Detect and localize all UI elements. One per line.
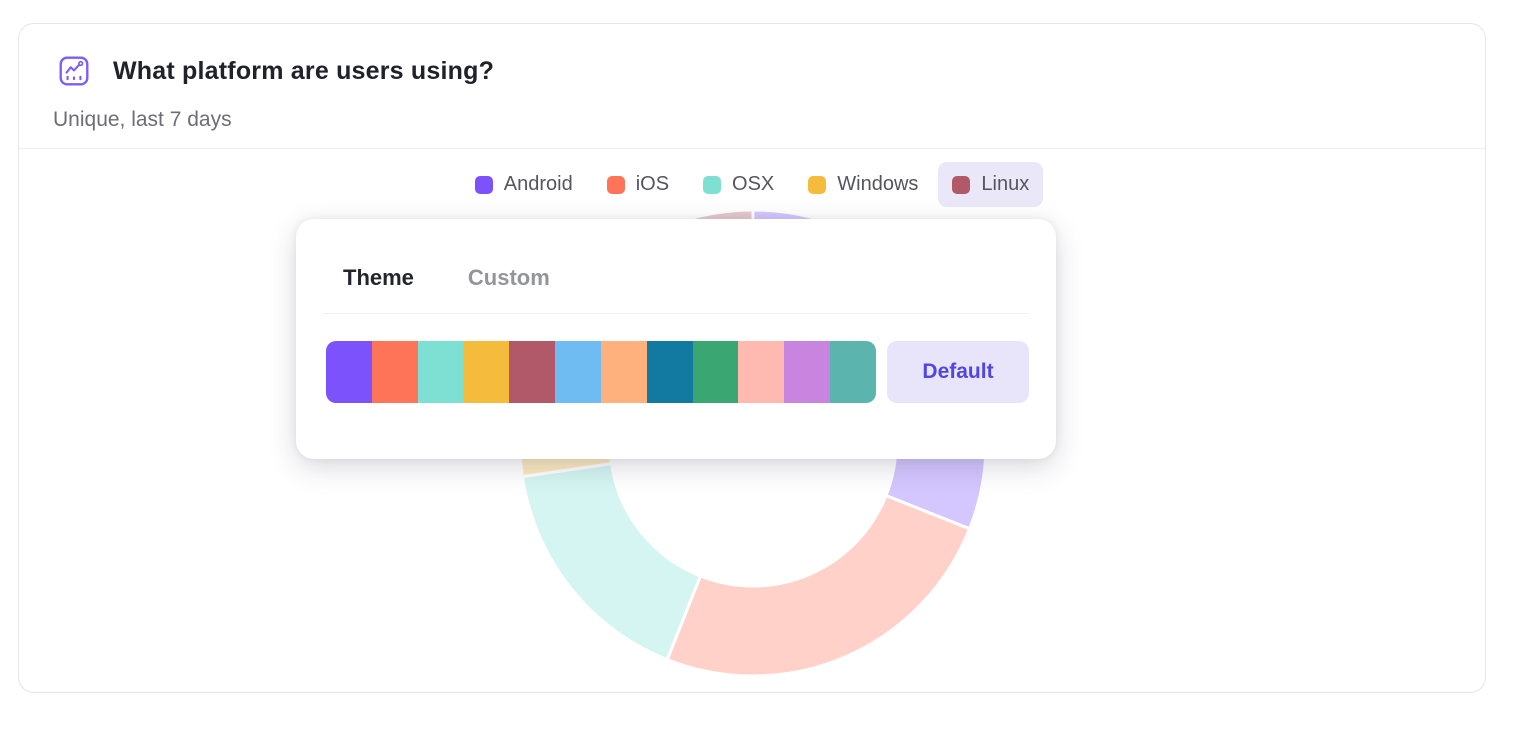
chart-card: What platform are users using? Unique, l…	[18, 23, 1486, 693]
legend-swatch-icon	[606, 175, 625, 194]
palette-swatch-4[interactable]	[463, 341, 510, 403]
popover-tabs: Theme Custom	[296, 219, 1056, 291]
legend-label: Windows	[837, 173, 919, 195]
palette-swatch-1[interactable]	[326, 341, 372, 403]
palette-swatch-7[interactable]	[600, 341, 647, 403]
legend-label: Linux	[981, 173, 1030, 195]
legend-swatch-icon	[952, 175, 971, 194]
palette-swatch-12[interactable]	[830, 341, 876, 403]
chart-legend: Android iOS OSX Windows Linux	[19, 162, 1485, 207]
legend-swatch-icon	[474, 175, 493, 194]
legend-label: Android	[503, 173, 573, 195]
palette-swatch-6[interactable]	[555, 341, 601, 403]
card-header: What platform are users using? Unique, l…	[19, 24, 1485, 149]
palette-swatch-9[interactable]	[692, 341, 739, 403]
legend-item-android[interactable]: Android	[461, 162, 587, 207]
legend-item-linux[interactable]: Linux	[938, 162, 1044, 207]
legend-label: iOS	[635, 173, 670, 195]
legend-label: OSX	[732, 173, 775, 195]
theme-palette	[326, 341, 876, 403]
palette-swatch-3[interactable]	[417, 341, 464, 403]
color-picker-popover: Theme Custom Default	[296, 219, 1056, 459]
default-button[interactable]: Default	[887, 341, 1029, 403]
legend-item-osx[interactable]: OSX	[689, 162, 788, 207]
legend-swatch-icon	[703, 175, 722, 194]
palette-swatch-8[interactable]	[646, 341, 693, 403]
legend-item-ios[interactable]: iOS	[593, 162, 683, 207]
legend-swatch-icon	[808, 175, 827, 194]
card-subtitle: Unique, last 7 days	[53, 108, 232, 131]
donut-slice-ios[interactable]	[665, 494, 972, 678]
popover-divider	[323, 313, 1028, 314]
chart-area: Android iOS OSX Windows Linux Theme Custom De…	[19, 150, 1485, 692]
donut-slice-osx[interactable]	[520, 462, 702, 662]
tab-theme[interactable]: Theme	[343, 265, 414, 290]
tab-custom[interactable]: Custom	[467, 265, 550, 290]
palette-swatch-11[interactable]	[784, 341, 831, 403]
palette-swatch-2[interactable]	[371, 341, 418, 403]
palette-swatch-10[interactable]	[738, 341, 785, 403]
page-title: What platform are users using?	[113, 56, 495, 85]
legend-item-windows[interactable]: Windows	[794, 162, 932, 207]
chart-icon	[59, 56, 89, 86]
palette-swatch-5[interactable]	[509, 341, 556, 403]
